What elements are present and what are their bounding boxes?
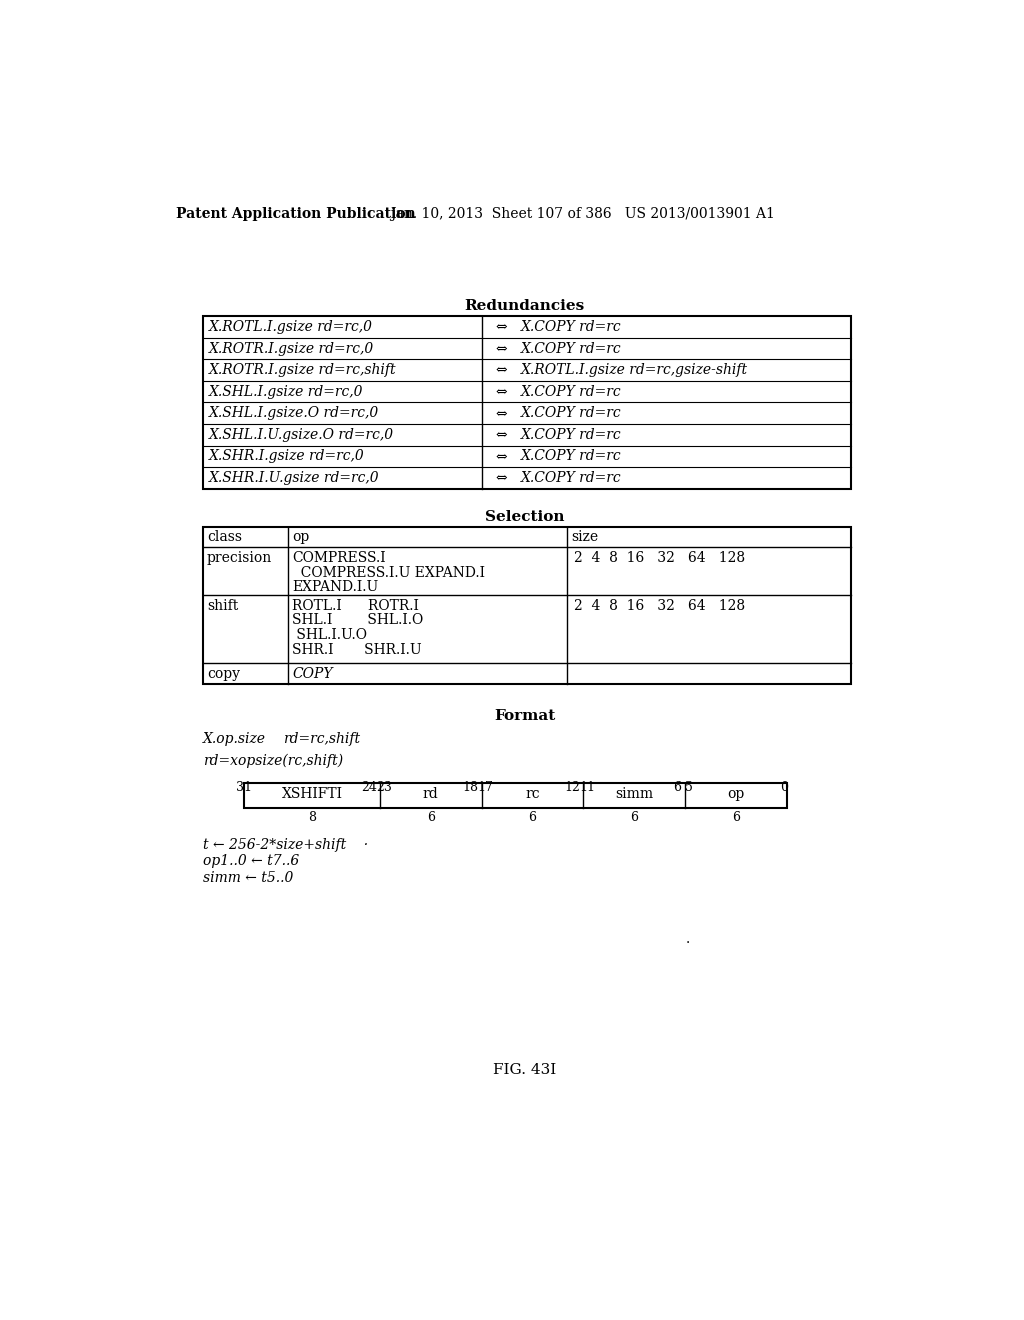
Text: COPY: COPY bbox=[292, 667, 333, 681]
Text: copy: copy bbox=[207, 667, 240, 681]
Text: X.op.size: X.op.size bbox=[203, 733, 266, 746]
Text: 11: 11 bbox=[580, 780, 595, 793]
Text: rc: rc bbox=[525, 787, 540, 801]
Text: X.SHR.I.U.gsize rd=rc,0: X.SHR.I.U.gsize rd=rc,0 bbox=[209, 471, 380, 484]
Text: 12: 12 bbox=[564, 780, 581, 793]
Text: op1..0 ← t7..6: op1..0 ← t7..6 bbox=[203, 854, 299, 869]
Text: COMPRESS.I: COMPRESS.I bbox=[292, 552, 386, 565]
Text: t ← 256-2*size+shift    ·: t ← 256-2*size+shift · bbox=[203, 838, 369, 853]
Text: simm ← t5..0: simm ← t5..0 bbox=[203, 871, 294, 884]
Text: rd: rd bbox=[423, 787, 438, 801]
Text: Jan. 10, 2013  Sheet 107 of 386   US 2013/0013901 A1: Jan. 10, 2013 Sheet 107 of 386 US 2013/0… bbox=[390, 207, 775, 220]
Text: precision: precision bbox=[207, 552, 272, 565]
Text: rd=xopsize(rc,shift): rd=xopsize(rc,shift) bbox=[203, 754, 343, 768]
Text: ⇔: ⇔ bbox=[496, 428, 507, 442]
Text: 23: 23 bbox=[376, 780, 392, 793]
Text: 17: 17 bbox=[477, 780, 494, 793]
Text: 6: 6 bbox=[528, 810, 537, 824]
Text: ⇔: ⇔ bbox=[496, 321, 507, 334]
Text: 2  4  8  16   32   64   128: 2 4 8 16 32 64 128 bbox=[573, 552, 744, 565]
Text: X.ROTL.I.gsize rd=rc,0: X.ROTL.I.gsize rd=rc,0 bbox=[209, 321, 374, 334]
Text: op: op bbox=[727, 787, 744, 801]
Text: rd=rc,shift: rd=rc,shift bbox=[283, 733, 360, 746]
Bar bbox=[203, 317, 851, 488]
Text: 2  4  8  16   32   64   128: 2 4 8 16 32 64 128 bbox=[573, 599, 744, 612]
Text: ROTL.I      ROTR.I: ROTL.I ROTR.I bbox=[292, 599, 419, 612]
Text: X.COPY rd=rc: X.COPY rd=rc bbox=[521, 449, 622, 463]
Text: EXPAND.I.U: EXPAND.I.U bbox=[292, 581, 379, 594]
Text: X.COPY rd=rc: X.COPY rd=rc bbox=[521, 471, 622, 484]
Text: Redundancies: Redundancies bbox=[465, 300, 585, 313]
Text: X.SHL.I.gsize rd=rc,0: X.SHL.I.gsize rd=rc,0 bbox=[209, 385, 364, 399]
Text: COMPRESS.I.U EXPAND.I: COMPRESS.I.U EXPAND.I bbox=[292, 566, 485, 579]
Text: simm: simm bbox=[615, 787, 653, 801]
Text: 8: 8 bbox=[308, 810, 316, 824]
Text: SHL.I        SHL.I.O: SHL.I SHL.I.O bbox=[292, 614, 424, 627]
Text: ⇔: ⇔ bbox=[496, 449, 507, 463]
Text: X.COPY rd=rc: X.COPY rd=rc bbox=[521, 321, 622, 334]
Text: X.ROTR.I.gsize rd=rc,0: X.ROTR.I.gsize rd=rc,0 bbox=[209, 342, 375, 355]
Text: 0: 0 bbox=[780, 780, 788, 793]
Text: 24: 24 bbox=[361, 780, 377, 793]
Text: Format: Format bbox=[495, 709, 555, 723]
Text: 6: 6 bbox=[630, 810, 638, 824]
Text: X.ROTL.I.gsize rd=rc,gsize-shift: X.ROTL.I.gsize rd=rc,gsize-shift bbox=[521, 363, 749, 378]
Text: 5: 5 bbox=[685, 780, 693, 793]
Text: FIG. 43I: FIG. 43I bbox=[494, 1063, 556, 1077]
Text: X.COPY rd=rc: X.COPY rd=rc bbox=[521, 385, 622, 399]
Text: SHR.I       SHR.I.U: SHR.I SHR.I.U bbox=[292, 643, 422, 657]
Text: X.SHR.I.gsize rd=rc,0: X.SHR.I.gsize rd=rc,0 bbox=[209, 449, 366, 463]
Text: 6: 6 bbox=[674, 780, 681, 793]
Text: X.SHL.I.gsize.O rd=rc,0: X.SHL.I.gsize.O rd=rc,0 bbox=[209, 407, 380, 420]
Text: 6: 6 bbox=[732, 810, 740, 824]
Text: X.ROTR.I.gsize rd=rc,shift: X.ROTR.I.gsize rd=rc,shift bbox=[209, 363, 397, 378]
Text: X.SHL.I.U.gsize.O rd=rc,0: X.SHL.I.U.gsize.O rd=rc,0 bbox=[209, 428, 394, 442]
Text: Patent Application Publication: Patent Application Publication bbox=[176, 207, 416, 220]
Text: ⇔: ⇔ bbox=[496, 407, 507, 420]
Text: ⇔: ⇔ bbox=[496, 363, 507, 378]
Text: ⇔: ⇔ bbox=[496, 385, 507, 399]
Text: Selection: Selection bbox=[485, 511, 564, 524]
Text: SHL.I.U.O: SHL.I.U.O bbox=[292, 628, 368, 642]
Bar bbox=[245, 783, 786, 808]
Text: op: op bbox=[292, 531, 309, 544]
Text: ·: · bbox=[686, 936, 690, 950]
Text: ⇔: ⇔ bbox=[496, 471, 507, 484]
Text: class: class bbox=[207, 531, 242, 544]
Text: 18: 18 bbox=[463, 780, 479, 793]
Text: 6: 6 bbox=[427, 810, 435, 824]
Text: shift: shift bbox=[207, 599, 239, 612]
Text: ⇔: ⇔ bbox=[496, 342, 507, 355]
Text: X.COPY rd=rc: X.COPY rd=rc bbox=[521, 342, 622, 355]
Text: XSHIFTI: XSHIFTI bbox=[282, 787, 343, 801]
Text: size: size bbox=[571, 531, 598, 544]
Text: 31: 31 bbox=[237, 780, 252, 793]
Bar bbox=[203, 527, 851, 684]
Text: X.COPY rd=rc: X.COPY rd=rc bbox=[521, 428, 622, 442]
Text: X.COPY rd=rc: X.COPY rd=rc bbox=[521, 407, 622, 420]
